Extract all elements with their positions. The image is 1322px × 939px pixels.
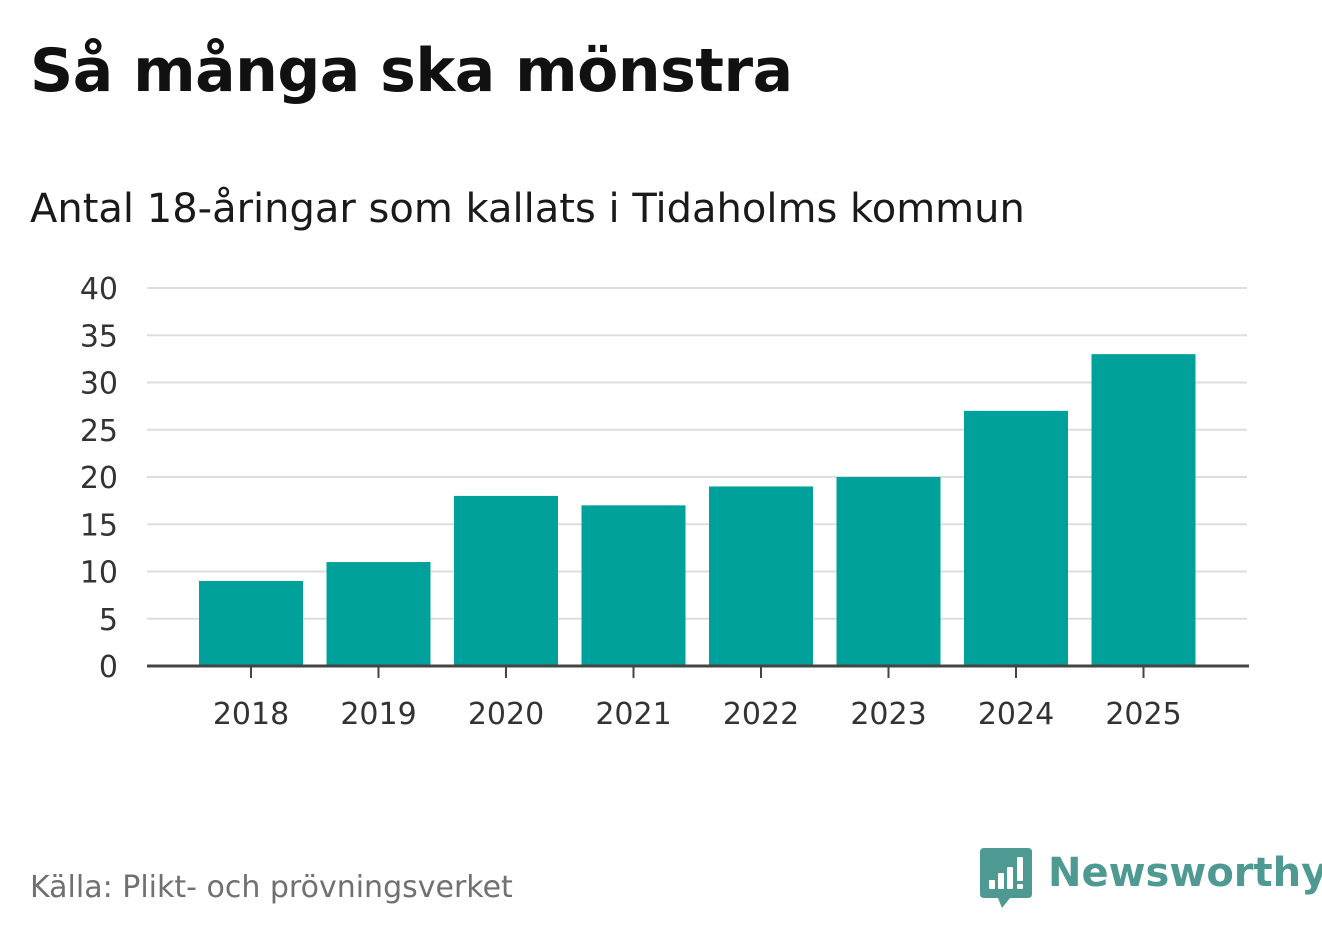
x-tick-label: 2021 — [595, 697, 671, 732]
y-tick-label: 20 — [80, 461, 118, 496]
bar-2021 — [581, 505, 686, 666]
chart-title: Så många ska mönstra — [30, 36, 793, 106]
bar-2022 — [709, 486, 813, 666]
x-tick-label: 2019 — [340, 697, 416, 732]
bar-chart-speech-bubble-icon — [980, 848, 1032, 908]
x-tick-label: 2020 — [468, 697, 544, 732]
x-tick-label: 2024 — [978, 697, 1054, 732]
bar-2019 — [326, 562, 431, 666]
bar-2018 — [199, 580, 303, 666]
y-tick-label: 15 — [80, 508, 118, 543]
bar-2020 — [454, 495, 558, 666]
x-tick-label: 2018 — [213, 697, 289, 732]
bar-2024 — [964, 410, 1068, 666]
gridlines — [147, 287, 1247, 620]
y-tick-label: 30 — [80, 367, 118, 402]
x-tick-label: 2022 — [723, 697, 799, 732]
x-tick-label: 2023 — [850, 697, 926, 732]
bars — [199, 354, 1196, 666]
brand-name: Newsworthy — [1048, 850, 1322, 896]
y-tick-label: 0 — [99, 650, 118, 685]
source-note: Källa: Plikt- och prövningsverket — [30, 870, 513, 905]
x-tick-label: 2025 — [1105, 697, 1181, 732]
chart-subtitle: Antal 18-åringar som kallats i Tidaholms… — [30, 186, 1025, 232]
y-tick-label: 35 — [80, 319, 118, 354]
bar-2023 — [836, 477, 941, 666]
y-tick-label: 25 — [80, 414, 118, 449]
x-axis-ticks: 2018 2019 2020 2021 2022 2023 2024 2025 — [213, 666, 1182, 732]
bar-2025 — [1091, 354, 1196, 666]
y-tick-label: 10 — [80, 556, 118, 591]
y-tick-label: 5 — [99, 603, 118, 638]
y-axis-ticks: 0 5 10 15 20 25 30 35 40 — [80, 272, 118, 685]
y-tick-label: 40 — [80, 272, 118, 307]
